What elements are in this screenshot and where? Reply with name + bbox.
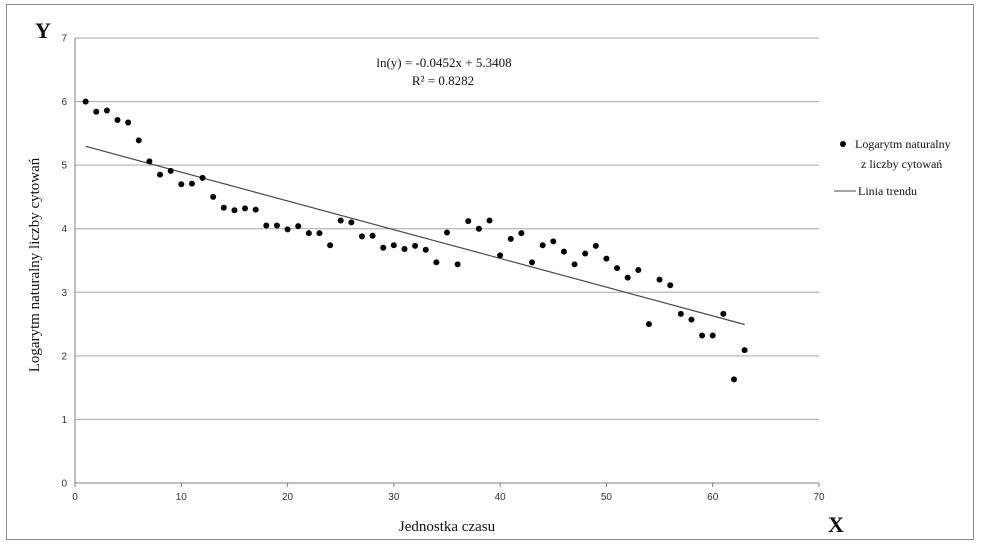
chart-frame: 0 1 2 3 4 5 6 7 0 10 20 30 40 50 60 70 Y X Logarytm na…: [6, 4, 974, 540]
data-point: [730, 376, 737, 383]
data-point: [603, 255, 610, 262]
legend-label-points-line1: Logarytm naturalny: [855, 137, 951, 151]
data-point: [529, 259, 536, 266]
data-point: [433, 259, 440, 266]
y-tick-label: 0: [61, 479, 67, 490]
data-point: [699, 332, 706, 339]
y-tick-label: 4: [61, 224, 67, 235]
data-point: [486, 217, 493, 224]
data-point: [284, 226, 291, 233]
data-point: [401, 246, 408, 253]
data-point: [550, 238, 557, 245]
x-tick-label: 40: [495, 492, 507, 503]
data-point: [305, 230, 312, 237]
x-tick-label: 0: [72, 492, 78, 503]
data-point: [252, 206, 259, 213]
data-point: [390, 242, 397, 249]
x-tick-label: 60: [707, 492, 719, 503]
data-point: [348, 219, 355, 226]
equation-line: ln(y) = -0.0452x + 5.3408: [376, 55, 511, 70]
r-squared-line: R² = 0.8282: [412, 73, 474, 88]
x-axis-ticks: 0 10 20 30 40 50 60 70: [72, 483, 825, 503]
y-tick-label: 3: [61, 288, 67, 299]
data-point: [242, 205, 249, 212]
data-point: [635, 267, 642, 274]
y-tick-label: 5: [61, 161, 67, 172]
data-point: [560, 248, 567, 255]
x-axis-title: Jednostka czasu: [399, 519, 496, 535]
data-point: [337, 217, 344, 224]
data-point: [656, 276, 663, 283]
x-tick-label: 20: [282, 492, 294, 503]
data-point: [667, 282, 674, 289]
data-point: [454, 261, 461, 268]
y-tick-label: 6: [61, 97, 67, 108]
data-point: [358, 233, 365, 240]
scatter-chart: 0 1 2 3 4 5 6 7 0 10 20 30 40 50 60 70 Y X Logarytm na…: [27, 18, 951, 537]
data-point: [263, 222, 270, 229]
data-point: [231, 207, 238, 214]
data-point: [125, 119, 132, 126]
x-tick-label: 30: [388, 492, 400, 503]
data-point: [327, 242, 334, 249]
y-axis-ticks: 0 1 2 3 4 5 6 7: [61, 34, 67, 490]
data-point: [475, 225, 482, 232]
data-point: [507, 235, 514, 242]
trendline: [85, 145, 745, 326]
data-point: [103, 107, 110, 114]
data-point: [518, 230, 525, 237]
data-point: [688, 316, 695, 323]
data-point: [188, 180, 195, 187]
data-point: [157, 171, 164, 178]
x-tick-label: 10: [176, 492, 188, 503]
y-axis-letter: Y: [35, 18, 51, 43]
y-axis-title: Logarytm naturalny liczby cytowań: [27, 157, 43, 372]
data-point: [571, 261, 578, 268]
data-points: [82, 98, 748, 383]
data-point: [645, 321, 652, 328]
trend-equation: ln(y) = -0.0452x + 5.3408 R² = 0.8282: [376, 55, 511, 88]
data-point: [178, 181, 185, 188]
data-point: [135, 137, 142, 144]
data-point: [369, 232, 376, 239]
data-point: [592, 242, 599, 249]
data-point: [167, 167, 174, 174]
data-point: [741, 347, 748, 354]
legend: Logarytm naturalny z liczby cytowań Lini…: [834, 137, 951, 198]
data-point: [82, 98, 89, 105]
y-tick-label: 7: [61, 34, 67, 45]
data-point: [614, 265, 621, 272]
legend-label-points-line2: z liczby cytowań: [861, 157, 942, 171]
legend-label-trend: Linia trendu: [858, 184, 917, 198]
data-point: [709, 332, 716, 339]
data-point: [677, 310, 684, 317]
data-point: [720, 310, 727, 317]
data-point: [146, 158, 153, 165]
data-point: [93, 108, 100, 115]
data-point: [199, 174, 206, 181]
data-point: [582, 250, 589, 257]
x-axis-letter: X: [828, 512, 844, 537]
data-point: [220, 204, 227, 211]
x-tick-label: 70: [813, 492, 825, 503]
data-point: [316, 230, 323, 237]
data-point: [497, 252, 504, 259]
data-point: [444, 229, 450, 236]
data-point: [295, 223, 302, 230]
data-point: [114, 117, 121, 124]
data-point: [273, 222, 280, 229]
data-point: [380, 244, 387, 251]
x-tick-label: 50: [601, 492, 613, 503]
gridlines: [74, 37, 819, 484]
data-point: [624, 274, 631, 281]
legend-marker-points: [840, 141, 846, 147]
y-tick-label: 1: [61, 415, 67, 426]
y-tick-label: 2: [61, 351, 67, 362]
data-point: [539, 242, 546, 249]
data-point: [422, 246, 429, 253]
data-point: [412, 242, 419, 249]
trendline-group: [85, 145, 745, 326]
data-point: [210, 193, 217, 200]
data-point: [465, 218, 472, 225]
